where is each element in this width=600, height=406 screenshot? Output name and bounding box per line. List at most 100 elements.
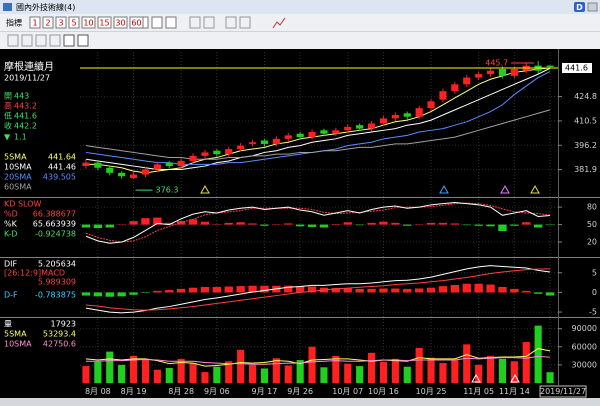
x-tick-label: 8月 19: [121, 387, 147, 396]
tool-button[interactable]: [63, 34, 75, 47]
x-tick-label: 11月 14: [499, 387, 530, 396]
candle-body: [296, 133, 304, 138]
signal-marker: [200, 184, 210, 194]
volume-bar: [356, 366, 364, 383]
low-annotation: 376.3: [156, 186, 179, 195]
y-tick-label: 424.8: [574, 92, 597, 101]
signal-marker: [500, 184, 510, 194]
ma-line: [85, 67, 551, 174]
volume-bar: [129, 355, 138, 383]
kd-diff-bar: [533, 224, 543, 228]
legend-name: 20SMA: [4, 173, 32, 182]
osc-bar: [93, 292, 103, 297]
close-button[interactable]: [587, 2, 598, 12]
kd-diff-bar: [438, 222, 448, 225]
toolbar-label: 指標: [6, 18, 22, 28]
period-button[interactable]: [55, 16, 67, 29]
kd-diff-bar: [176, 221, 186, 225]
x-tick-label: 8月 28: [168, 387, 194, 396]
candle-body: [237, 145, 245, 150]
kd-diff-bar: [498, 224, 507, 231]
kd-diff-bar: [474, 224, 483, 226]
osc-bar: [391, 288, 400, 293]
chart-date: 2019/11/27: [4, 74, 50, 83]
tool-button[interactable]: [203, 16, 215, 29]
quote-value: 442.2: [14, 122, 37, 131]
period-button-label: 2: [45, 19, 50, 28]
kd-diff-bar: [224, 222, 233, 225]
tool-button[interactable]: [272, 17, 286, 29]
period-button[interactable]: [29, 16, 41, 29]
candle-body: [201, 152, 209, 156]
candle-body: [463, 77, 471, 85]
x-tick-label: 8月 08: [85, 387, 111, 396]
period-button[interactable]: [42, 16, 54, 29]
legend-name: %D: [4, 210, 18, 219]
change-value: 1.1: [14, 133, 27, 142]
tool-button[interactable]: [77, 34, 89, 47]
y-tick-label: 396.2: [574, 141, 597, 150]
osc-bar: [176, 288, 186, 293]
candle-body: [248, 142, 257, 144]
osc-bar: [438, 286, 448, 293]
legend-value: 65.663939: [33, 220, 76, 229]
quote-label: 低: [4, 111, 12, 121]
tool-button[interactable]: [165, 16, 177, 29]
kd-diff-bar: [272, 224, 281, 226]
period-button[interactable]: [129, 16, 144, 29]
macd-line: [85, 265, 551, 314]
kd-diff-bar: [414, 224, 424, 226]
period-button-label: 1: [32, 19, 37, 28]
candle-body: [141, 169, 150, 175]
volume-ma-line: [85, 348, 551, 367]
logo-icon[interactable]: [574, 2, 585, 12]
tool-button[interactable]: [239, 16, 251, 29]
period-button[interactable]: [68, 16, 80, 29]
period-button[interactable]: [113, 16, 128, 29]
tool-button[interactable]: [189, 16, 201, 29]
volume-bar: [189, 363, 197, 383]
volume-bar: [308, 346, 316, 383]
candle-body: [177, 160, 185, 167]
tool-button[interactable]: [35, 34, 47, 47]
candle-body: [165, 162, 173, 167]
kd-line: [85, 201, 551, 244]
volume-bar: [510, 361, 518, 383]
quote-label: 收: [4, 121, 12, 131]
period-button[interactable]: [81, 16, 96, 29]
kd-diff-bar: [260, 224, 269, 226]
candle-body: [498, 69, 507, 76]
volume-ma-line: [85, 355, 551, 365]
tool-button[interactable]: [7, 34, 19, 47]
legend-value: 42750.6: [43, 340, 76, 349]
volume-bar: [213, 366, 221, 383]
candle-body: [451, 84, 459, 92]
logo: D: [576, 3, 583, 12]
legend-name: 10SMA: [4, 163, 32, 172]
x-tick-label: 9月 17: [252, 387, 278, 396]
tool-button[interactable]: [49, 34, 61, 47]
tool-button[interactable]: [21, 34, 33, 47]
kd-diff-bar: [331, 224, 341, 225]
volume-bar: [332, 355, 340, 383]
toolbar-icons: [7, 16, 286, 47]
kd-diff-bar: [343, 222, 352, 225]
period-button[interactable]: [97, 16, 112, 29]
volume-bar: [106, 351, 114, 383]
kd-diff-bar: [510, 224, 519, 226]
candle-body: [94, 162, 102, 168]
quote-label: 開: [4, 92, 12, 101]
volume-bar: [177, 358, 185, 383]
osc-bar: [284, 285, 293, 293]
candle-body: [391, 114, 399, 119]
kd-line: [85, 202, 551, 243]
signal-marker: [510, 373, 520, 383]
y-tick-label: 20: [587, 238, 597, 247]
tool-button[interactable]: [151, 16, 163, 29]
volume-bar: [475, 364, 483, 383]
osc-bar: [236, 286, 245, 293]
tool-button[interactable]: [225, 16, 237, 29]
y-tick-label: 410.5: [574, 116, 597, 125]
volume-bar: [427, 357, 435, 383]
osc-bar: [486, 284, 495, 293]
